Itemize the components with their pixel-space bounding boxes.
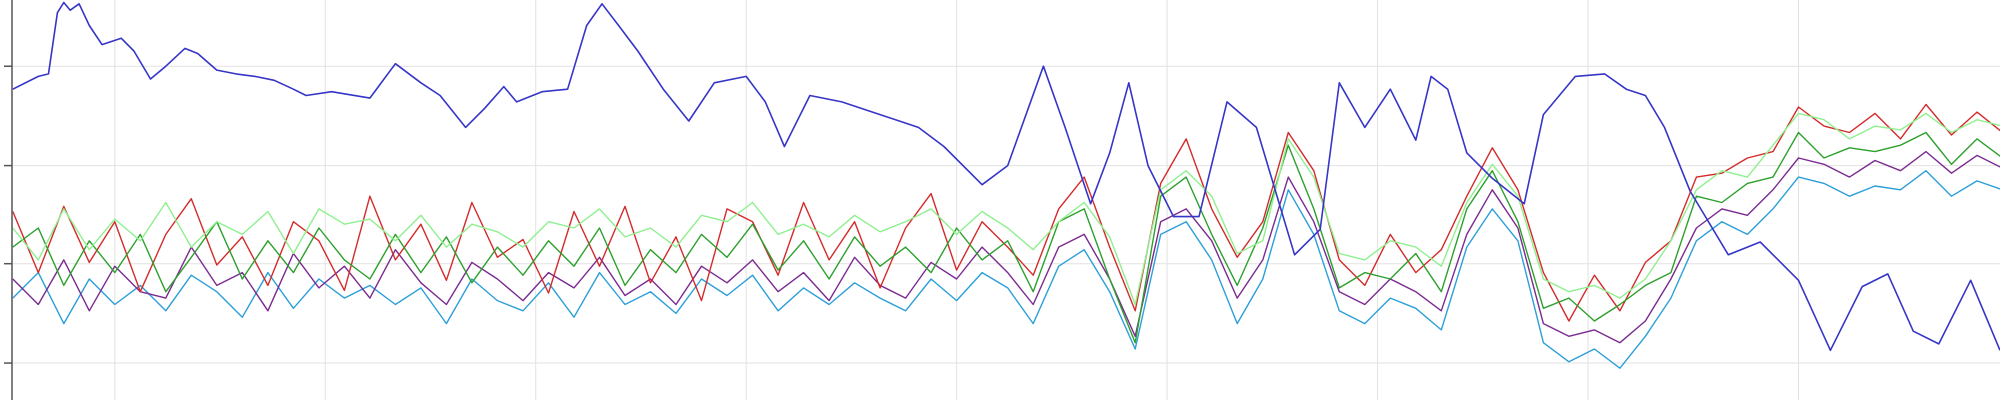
series-line <box>12 1 2000 352</box>
series-line <box>12 112 2000 306</box>
series-line <box>12 150 2000 344</box>
series-line <box>12 131 2000 344</box>
series-line <box>12 170 2000 369</box>
lines <box>12 1 2000 369</box>
grid <box>12 0 2000 400</box>
ticks <box>4 65 12 364</box>
